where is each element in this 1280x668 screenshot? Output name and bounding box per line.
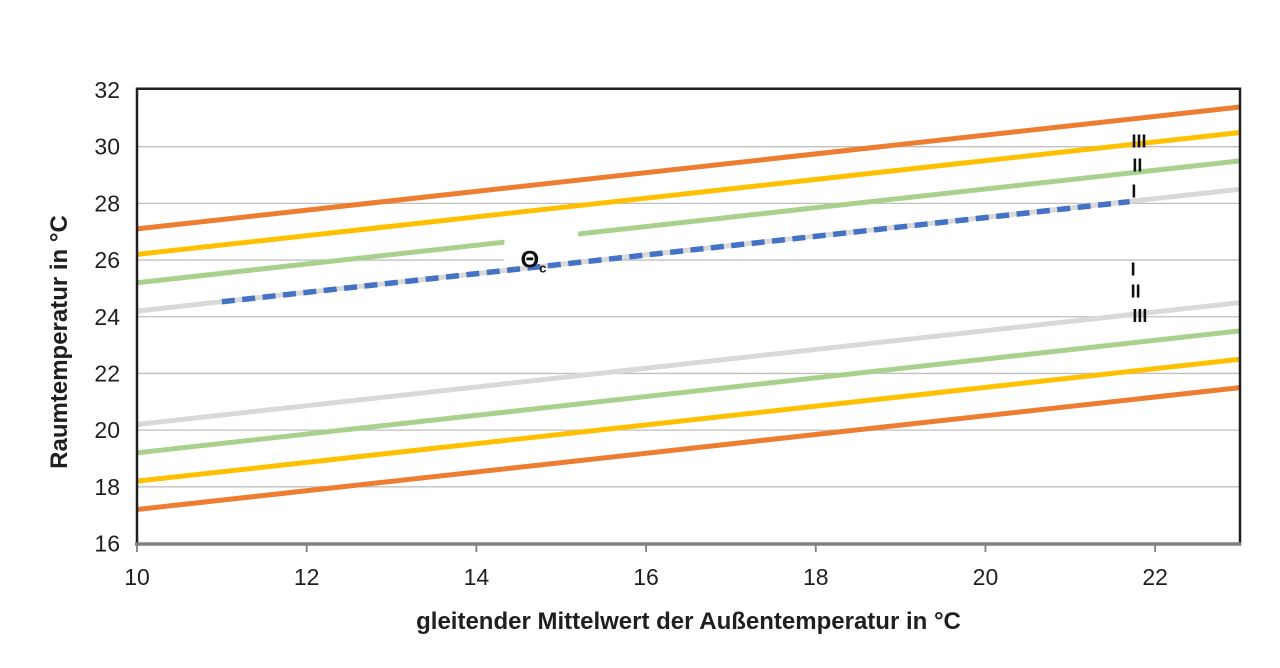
series-line-lower-limit-yellow-III: [136, 356, 1241, 484]
x-tick-label-18: 18: [803, 564, 829, 590]
series-line-lower-limit-orange: [136, 385, 1241, 512]
axis-frame: [135, 87, 1242, 546]
category-label-I-2: I: [1131, 182, 1136, 202]
x-tick-label-20: 20: [973, 564, 999, 590]
y-tick-label-22: 22: [94, 360, 120, 386]
series-line-upper-limit-gray-I: [136, 186, 1241, 314]
category-label-III-0: III: [1132, 132, 1147, 152]
x-tick-label-16: 16: [633, 564, 659, 590]
y-tick-label-18: 18: [94, 474, 120, 500]
series-line-comfort-temperature-theta-c: [221, 198, 1131, 305]
x-tick-label-14: 14: [464, 564, 490, 590]
x-tick-label-12: 12: [294, 564, 320, 590]
category-label-I-3: I: [1131, 260, 1136, 280]
y-tick-label-30: 30: [94, 134, 120, 160]
y-tick-label-20: 20: [94, 417, 120, 443]
series-line-upper-limit-green-II: [136, 158, 1241, 286]
label-background-box: [504, 227, 579, 263]
category-label-III-5: III: [1132, 306, 1147, 326]
theta-c-label-subscript: c: [539, 261, 546, 276]
y-tick-label-28: 28: [94, 190, 120, 216]
category-label-II-4: II: [1131, 282, 1141, 302]
y-tick-label-16: 16: [94, 531, 120, 557]
x-axis-title: gleitender Mittelwert der Außentemperatu…: [416, 608, 961, 635]
series-line-lower-limit-gray-I: [136, 300, 1241, 427]
y-tick-label-32: 32: [94, 77, 120, 103]
x-tick-label-10: 10: [124, 564, 150, 590]
y-tick-label-24: 24: [94, 304, 120, 330]
y-tick-label-26: 26: [94, 247, 120, 273]
category-label-II-1: II: [1132, 156, 1142, 176]
series-line-upper-limit-orange: [136, 104, 1241, 232]
series-line-lower-limit-green-II: [136, 328, 1241, 456]
y-axis-title: Raumtemperatur in °C: [46, 215, 73, 469]
series-line-upper-limit-yellow-III: [136, 130, 1241, 257]
x-tick-label-22: 22: [1142, 564, 1168, 590]
